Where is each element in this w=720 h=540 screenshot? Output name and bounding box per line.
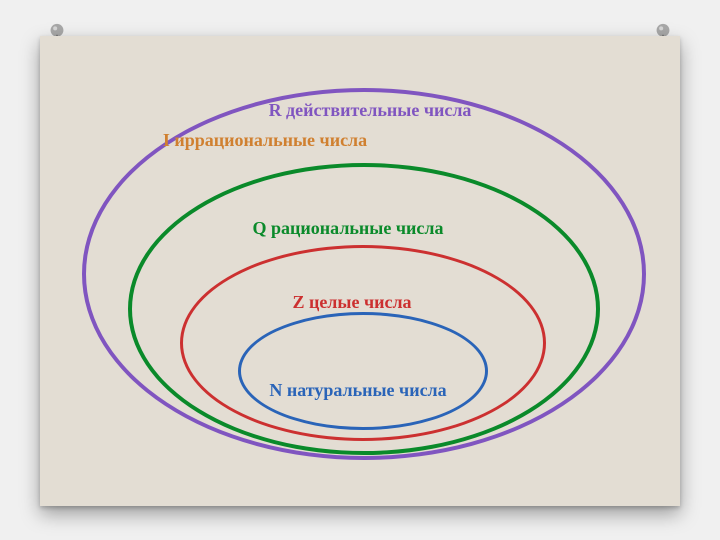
stage: R действительные числа I иррациональные … xyxy=(0,0,720,540)
set-label-Q: Q рациональные числа xyxy=(253,218,444,239)
set-label-N: N натуральные числа xyxy=(269,380,446,401)
set-label-I: I иррациональные числа xyxy=(163,130,367,151)
set-label-R: R действительные числа xyxy=(269,100,472,121)
set-ellipse-N xyxy=(238,312,488,430)
set-label-Z: Z целые числа xyxy=(292,292,411,313)
